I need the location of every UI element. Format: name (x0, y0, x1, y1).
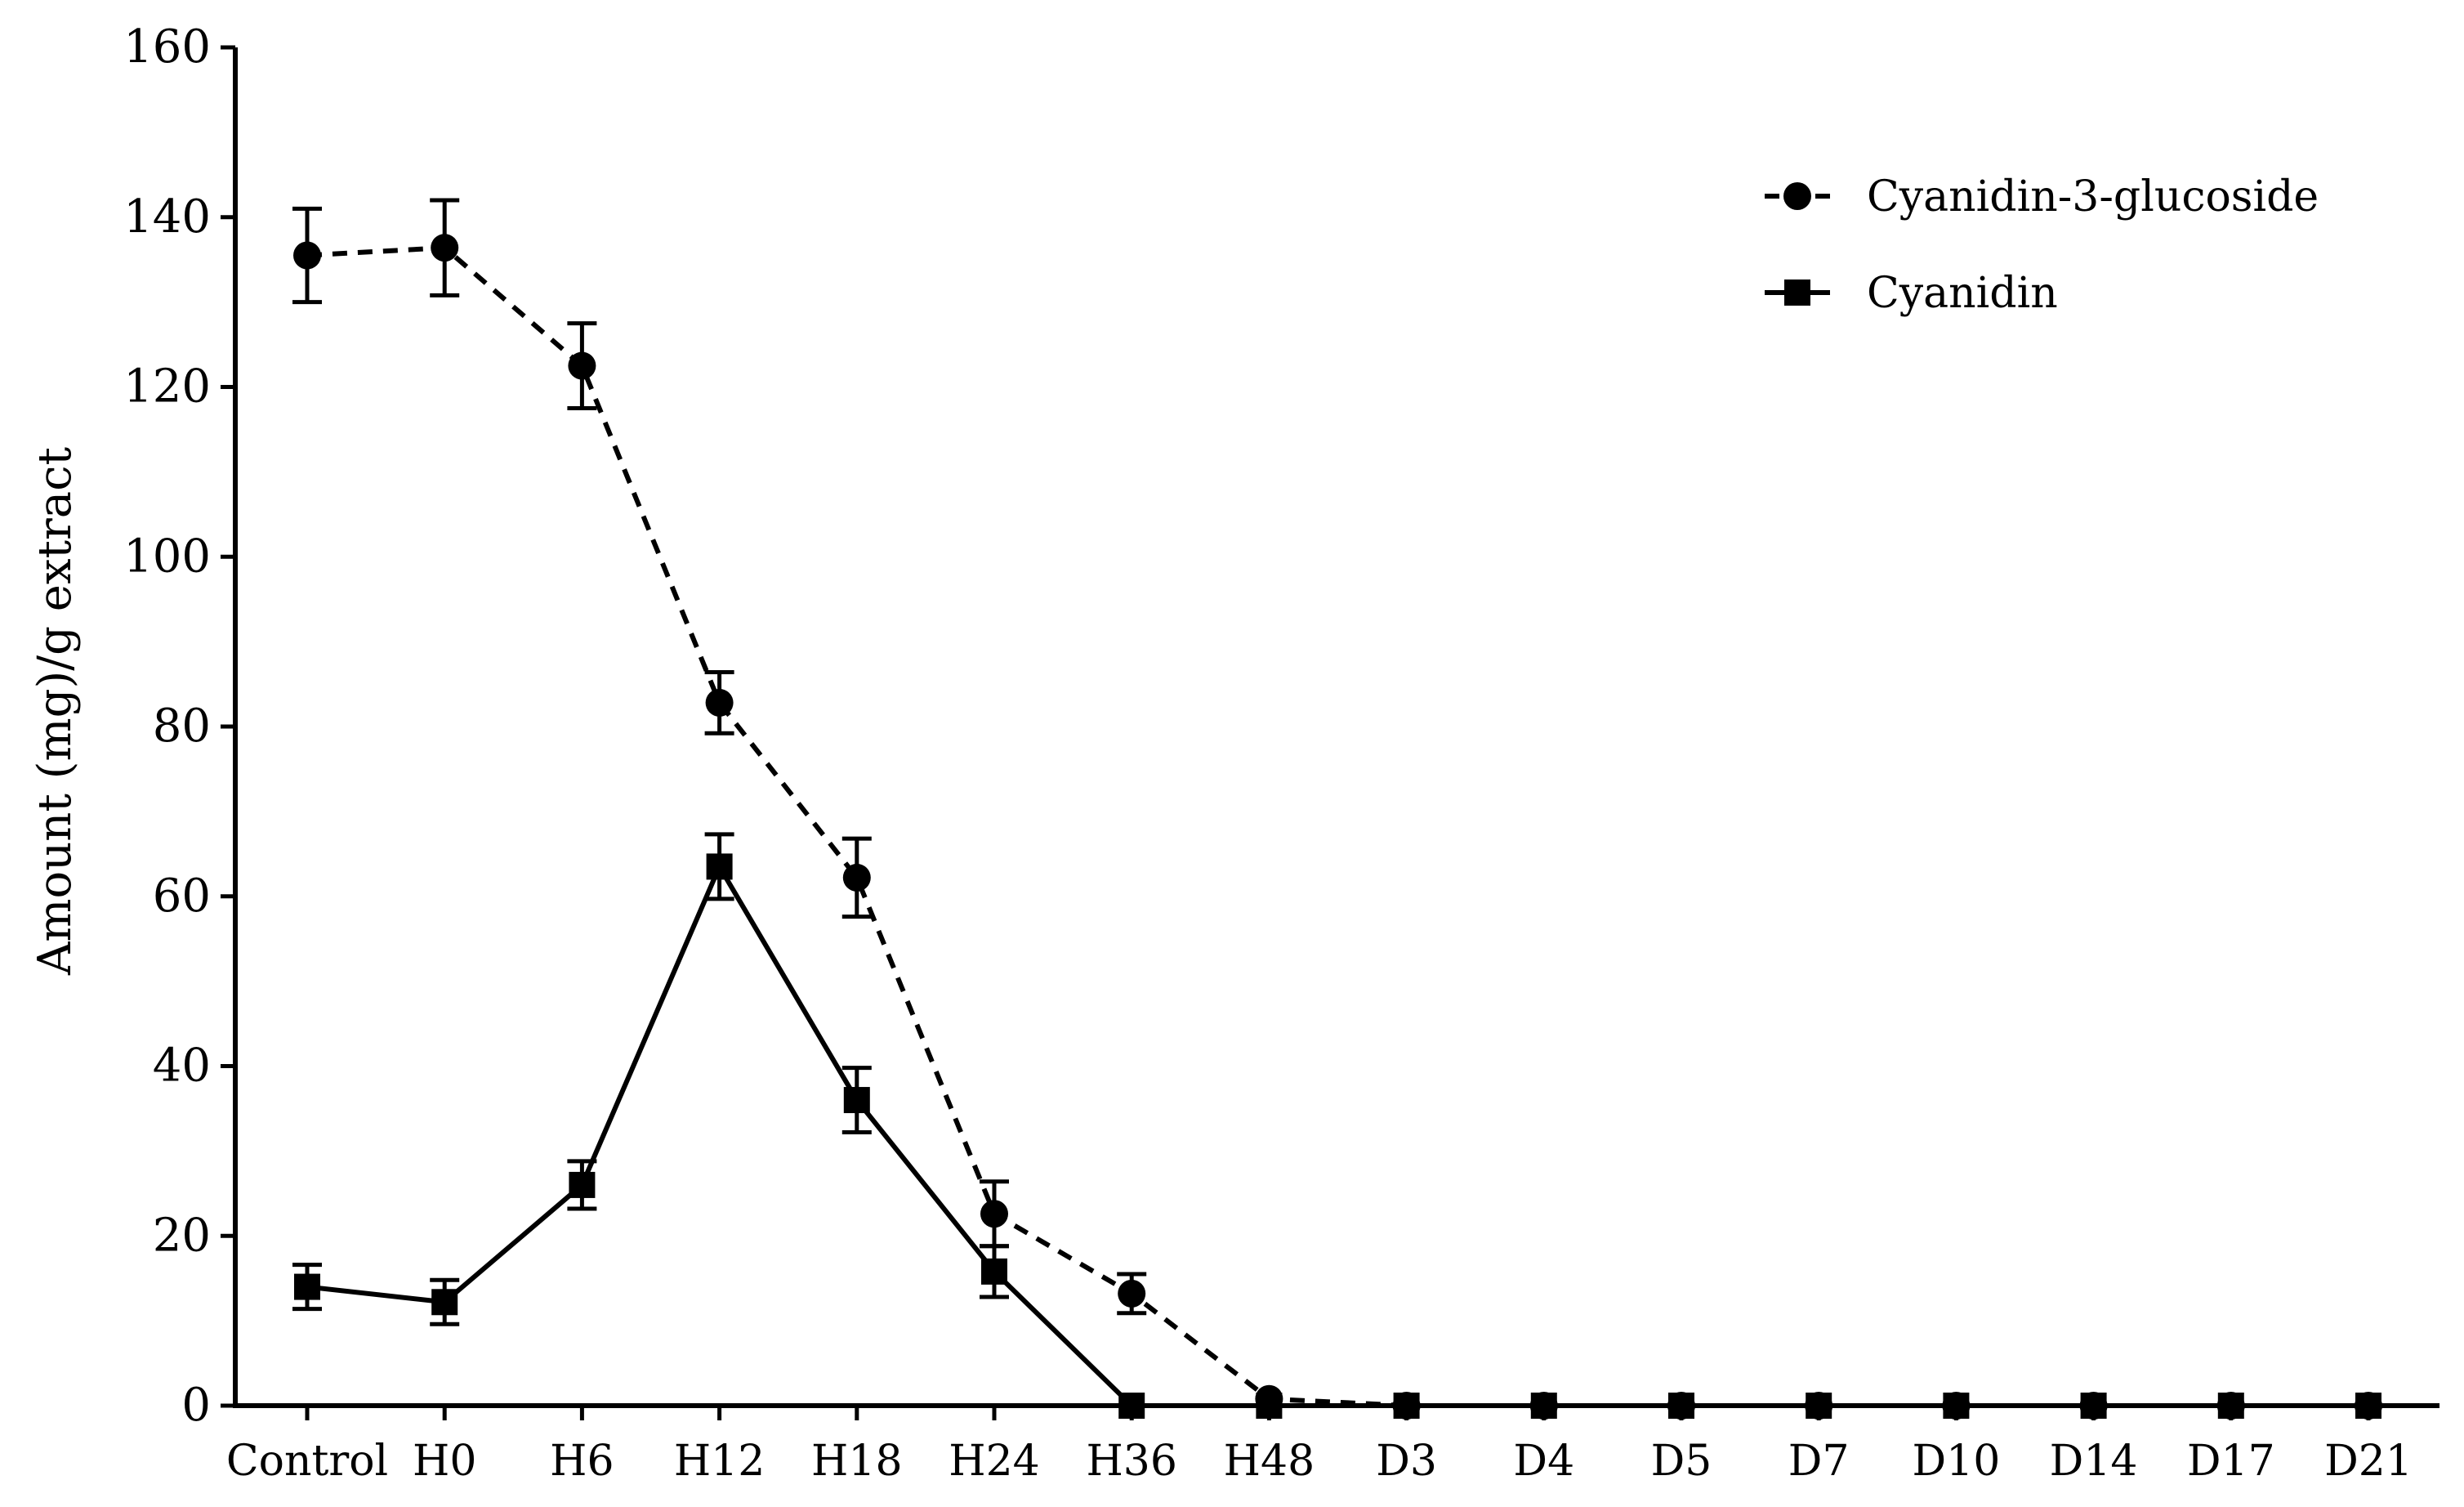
data-point (1806, 1393, 1832, 1419)
data-point (980, 1200, 1008, 1228)
x-tick-label: H12 (674, 1437, 766, 1486)
x-tick-label: H6 (550, 1437, 614, 1486)
y-axis-label: Amount (mg)/g extract (29, 446, 82, 976)
data-point (842, 863, 871, 892)
data-point (2355, 1393, 2381, 1419)
data-point (294, 1273, 320, 1300)
y-tick-label: 40 (153, 1040, 211, 1093)
x-tick-label: H24 (949, 1437, 1040, 1486)
x-tick-label: H18 (811, 1437, 903, 1486)
legend-label: Cyanidin (1867, 269, 2058, 318)
y-tick-label: 120 (123, 360, 211, 414)
data-point (431, 234, 459, 262)
data-point (1668, 1393, 1694, 1419)
series-line (306, 245, 2368, 1408)
data-point (1118, 1279, 1146, 1308)
x-tick-label: H48 (1224, 1437, 1315, 1486)
data-point (2080, 1393, 2107, 1419)
x-tick-label: D21 (2324, 1437, 2413, 1486)
x-tick-label: D5 (1651, 1437, 1712, 1486)
x-tick-label: Control (226, 1437, 388, 1486)
data-point (1530, 1393, 1557, 1419)
series-line (306, 864, 2368, 1408)
data-point (843, 1087, 870, 1114)
x-tick-label: D14 (2050, 1437, 2138, 1486)
data-point (1943, 1393, 1970, 1419)
y-tick-label: 0 (181, 1379, 211, 1432)
y-tick-label: 140 (123, 190, 211, 244)
data-point (1256, 1393, 1283, 1419)
data-point (431, 1289, 458, 1316)
data-point (569, 1171, 596, 1198)
series-cyanidin-3-glucoside (292, 198, 2382, 1420)
data-point (568, 351, 596, 380)
x-tick-label: D17 (2187, 1437, 2275, 1486)
x-tick-label: D10 (1912, 1437, 2000, 1486)
legend-marker (1784, 279, 1810, 306)
data-point (293, 241, 321, 270)
y-tick-label: 160 (123, 20, 211, 74)
data-point (2217, 1393, 2244, 1419)
y-tick-label: 80 (153, 700, 211, 753)
legend: Cyanidin-3-glucoside Cyanidin (1765, 172, 2319, 318)
series-cyanidin (292, 832, 2381, 1419)
x-tick-label: D4 (1513, 1437, 1574, 1486)
axes-layer: 0 20 40 60 80 100 120 140 160 Control H0 H6 H12 H18 H2… (123, 20, 2439, 1486)
data-point (1118, 1393, 1145, 1419)
y-tick-label: 20 (153, 1209, 211, 1262)
data-point (1393, 1393, 1420, 1419)
legend-entry: Cyanidin (1765, 269, 2058, 318)
series-layer (292, 198, 2382, 1420)
data-point (981, 1258, 1007, 1285)
x-tick-label: D3 (1376, 1437, 1437, 1486)
data-point (706, 853, 733, 880)
x-tick-label: H0 (413, 1437, 476, 1486)
x-tick-label: D7 (1788, 1437, 1850, 1486)
y-tick-label: 60 (153, 870, 211, 923)
legend-marker (1783, 182, 1811, 210)
data-point (705, 688, 734, 717)
x-tick-label: H36 (1086, 1437, 1177, 1486)
y-tick-label: 100 (123, 530, 211, 583)
legend-entry: Cyanidin-3-glucoside (1765, 172, 2319, 221)
legend-label: Cyanidin-3-glucoside (1867, 172, 2319, 221)
